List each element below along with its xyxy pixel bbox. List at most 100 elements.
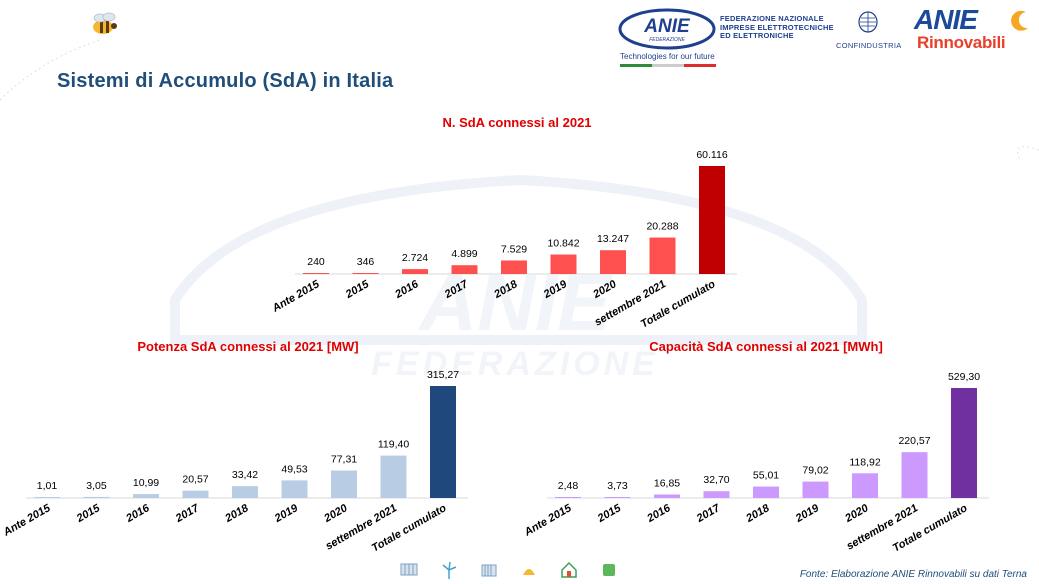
sda-capacity-data-label: 55,01 — [753, 470, 779, 482]
anie-rinnovabili-top: ANIE — [914, 4, 978, 35]
sda-capacity-bar — [555, 497, 581, 498]
sda-power-bar — [34, 497, 60, 498]
sda-capacity-data-label: 529,30 — [948, 371, 980, 383]
sda-count-bar — [451, 265, 478, 274]
sda-capacity-data-label: 32,70 — [703, 474, 729, 486]
sda-count-data-label: 7.529 — [501, 243, 527, 255]
sda-power-chart: Potenza SdA connessi al 2021 [MW] 1,01 Ant… — [1, 339, 468, 555]
wind-turbine-icon — [442, 561, 457, 579]
sda-power-bar — [331, 470, 357, 498]
sda-power-bar — [182, 490, 209, 498]
sda-capacity-bar — [901, 452, 928, 498]
sun-icon — [1011, 10, 1028, 31]
federation-line: ED ELETTRONICHE — [720, 31, 794, 40]
page-title: Sistemi di Accumulo (SdA) in Italia — [57, 70, 394, 92]
sda-power-data-label: 119,40 — [378, 439, 409, 451]
sda-count-data-label: 2.724 — [402, 252, 428, 264]
sda-count-data-label: 20.288 — [646, 221, 678, 233]
sda-power-bar — [83, 496, 110, 498]
sda-count-bar — [501, 260, 527, 274]
sda-count-tick-label: 2017 — [442, 278, 471, 302]
sda-capacity-tick-label: 2019 — [793, 502, 822, 526]
confindustria-label: CONFINDUSTRIA — [836, 41, 902, 50]
sda-count-data-label: 10.842 — [547, 238, 579, 250]
sda-power-tick-label: 2015 — [74, 502, 103, 526]
footer-icons — [400, 561, 618, 579]
anie-federazione-logo: ANIE FEDERAZIONE — [618, 8, 716, 50]
sda-power-bar — [232, 486, 258, 498]
sda-capacity-data-label: 220,57 — [898, 435, 930, 447]
sda-capacity-tick-label: Ante 2015 — [522, 502, 575, 539]
sda-power-tick-label: 2016 — [123, 502, 152, 526]
hydro-icon — [523, 569, 535, 575]
sda-count-data-label: 60.116 — [696, 149, 727, 161]
sda-capacity-bar — [802, 481, 829, 498]
sda-count-data-label: 240 — [307, 256, 325, 268]
federation-line: IMPRESE ELETTROTECNICHE — [720, 22, 834, 32]
federation-line: FEDERAZIONE NAZIONALE — [720, 14, 824, 23]
sda-power-data-label: 20,57 — [182, 474, 208, 486]
bee-icon — [93, 12, 117, 34]
sda-capacity-tick-label: 2018 — [743, 502, 772, 526]
sda-count-bar — [600, 250, 626, 274]
sda-capacity-tick-label: 2020 — [842, 502, 871, 526]
sda-capacity-chart: Capacità SdA connessi al 2021 [MWh] 2,48 A… — [522, 339, 989, 555]
sda-count-data-label: 4.899 — [451, 248, 477, 260]
sda-capacity-chart-title: Capacità SdA connessi al 2021 [MWh] — [649, 339, 883, 354]
sda-power-data-label: 3,05 — [86, 480, 107, 492]
sda-capacity-data-label: 118,92 — [849, 456, 880, 468]
sda-count-bar — [699, 166, 725, 274]
sda-power-tick-label: Ante 2015 — [1, 502, 54, 539]
tagline: Technologies for our future — [620, 52, 715, 61]
sda-count-tick-label: 2016 — [392, 278, 421, 302]
sda-capacity-data-label: 16,85 — [654, 477, 680, 489]
sda-capacity-tick-label: 2017 — [694, 502, 723, 526]
sda-count-chart: N. SdA connessi al 2021 240 Ante 2015 346 20… — [270, 115, 737, 331]
sda-count-tick-label: 2015 — [343, 278, 372, 302]
watermark-text-bottom: FEDERAZIONE — [371, 345, 659, 383]
sda-power-tick-label: 2017 — [173, 502, 202, 526]
sda-count-data-label: 13.247 — [597, 233, 629, 245]
sda-power-bar — [281, 480, 308, 498]
anie-rinnovabili-bottom: Rinnovabili — [917, 33, 1006, 52]
sda-capacity-data-label: 3,73 — [607, 480, 628, 492]
federation-name: FEDERAZIONE NAZIONALE IMPRESE ELETTROTEC… — [720, 14, 834, 41]
sda-count-bar — [550, 254, 577, 274]
anie-logo-text: ANIE — [643, 16, 691, 37]
sda-capacity-tick-label: 2015 — [595, 502, 624, 526]
sda-capacity-bar — [951, 388, 977, 498]
sda-power-data-label: 49,53 — [281, 463, 307, 475]
solar-panel-icon — [400, 563, 418, 576]
source-note: Fonte: Elaborazione ANIE Rinnovabili su … — [799, 569, 1027, 580]
sda-count-tick-label: 2020 — [590, 278, 619, 302]
sda-capacity-tick-label: 2016 — [644, 502, 673, 526]
recycle-icon — [603, 564, 615, 576]
anie-logo-sub: FEDERAZIONE — [649, 37, 685, 43]
sda-count-bar — [303, 273, 329, 274]
sda-count-tick-label: 2018 — [491, 278, 520, 302]
sda-capacity-bar — [852, 473, 878, 498]
sda-count-tick-label: Ante 2015 — [270, 278, 323, 315]
battery-icon — [481, 564, 497, 577]
sda-capacity-bar — [753, 486, 779, 498]
sda-power-tick-label: 2019 — [272, 502, 301, 526]
sda-power-bar — [380, 455, 407, 498]
sda-power-data-label: 77,31 — [331, 454, 357, 466]
sda-count-chart-title: N. SdA connessi al 2021 — [442, 115, 591, 130]
confindustria-emblem-icon — [858, 11, 878, 33]
sda-power-bar — [430, 386, 456, 498]
sda-count-bar — [402, 269, 428, 274]
sda-power-chart-title: Potenza SdA connessi al 2021 [MW] — [137, 339, 358, 354]
sda-capacity-bar — [654, 494, 680, 498]
sda-count-bar — [649, 237, 676, 274]
sda-count-tick-label: 2019 — [541, 278, 570, 302]
sda-power-bar — [133, 494, 159, 498]
sda-power-data-label: 10,99 — [133, 477, 159, 489]
sda-power-data-label: 315,27 — [427, 369, 459, 381]
sda-capacity-data-label: 79,02 — [802, 465, 828, 477]
sda-power-data-label: 33,42 — [232, 469, 258, 481]
house-icon — [561, 561, 577, 578]
sda-capacity-data-label: 2,48 — [558, 480, 579, 492]
sda-count-data-label: 346 — [357, 256, 375, 268]
